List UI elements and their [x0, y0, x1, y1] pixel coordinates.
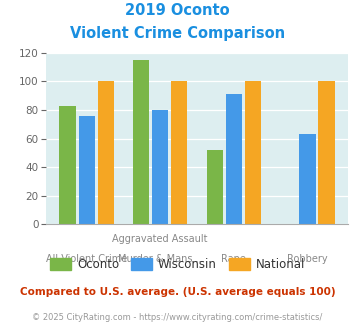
- Bar: [133, 60, 149, 224]
- Bar: [245, 82, 261, 224]
- Text: Compared to U.S. average. (U.S. average equals 100): Compared to U.S. average. (U.S. average …: [20, 287, 335, 297]
- Text: 2019 Oconto: 2019 Oconto: [125, 3, 230, 18]
- Text: Violent Crime Comparison: Violent Crime Comparison: [70, 26, 285, 41]
- Text: Murder & Mans...: Murder & Mans...: [119, 254, 202, 264]
- Bar: [98, 82, 114, 224]
- Text: All Violent Crime: All Violent Crime: [46, 254, 127, 264]
- Bar: [207, 150, 223, 224]
- Text: © 2025 CityRating.com - https://www.cityrating.com/crime-statistics/: © 2025 CityRating.com - https://www.city…: [32, 314, 323, 322]
- Bar: [152, 110, 168, 224]
- Bar: [318, 82, 335, 224]
- Bar: [299, 134, 316, 224]
- Bar: [226, 94, 242, 224]
- Text: Aggravated Assault: Aggravated Assault: [113, 234, 208, 244]
- Text: Rape: Rape: [222, 254, 246, 264]
- Bar: [171, 82, 187, 224]
- Bar: [59, 106, 76, 224]
- Bar: [78, 116, 95, 224]
- Text: Robbery: Robbery: [287, 254, 328, 264]
- Legend: Oconto, Wisconsin, National: Oconto, Wisconsin, National: [45, 253, 310, 276]
